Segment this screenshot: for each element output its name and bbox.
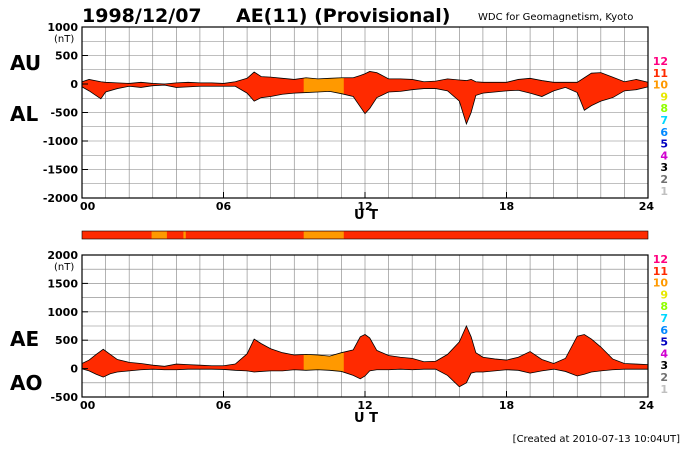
al-label: AL [10,102,38,126]
series-fill-orange [303,352,344,373]
x-tick-label: 12 [357,399,372,412]
station-count-label: 8 [660,300,668,313]
y-tick-label: -1000 [43,135,79,148]
y-tick-label: 0 [70,363,78,376]
station-count-label: 11 [653,67,668,80]
y-tick-label: 500 [55,334,78,347]
station-count-label: 11 [653,265,668,278]
series-line-al [81,84,649,126]
x-tick-label: 00 [80,200,96,213]
series-line-au [81,71,649,85]
station-count-label: 5 [660,138,668,151]
source-label: WDC for Geomagnetism, Kyoto [478,12,633,23]
series-line-ao [81,368,648,388]
au-label: AU [10,51,41,75]
y-tick-label: -500 [50,107,78,120]
au-al-yunit: (nT) [54,34,74,45]
y-tick-label: 2000 [47,249,78,262]
series-fill-au-al [82,71,648,124]
au-al-xlabel: U T [354,208,378,223]
station-count-label: 12 [653,253,668,266]
y-tick-label: 1000 [47,21,78,34]
station-count-label: 5 [660,336,668,349]
x-tick-label: 18 [499,200,514,213]
station-count-label: 2 [660,173,668,186]
station-count-label: 6 [660,126,668,139]
series-fill-orange [303,77,344,95]
ae-ao-grid [82,255,648,397]
ae-label: AE [10,327,39,351]
y-tick-label: 0 [70,78,78,91]
station-count-label: 7 [660,312,668,325]
y-tick-label: 1000 [47,306,78,319]
station-count-label: 7 [660,114,668,127]
station-count-label: 2 [660,371,668,384]
status-bar-segment [183,231,186,239]
y-tick-label: 1500 [47,277,78,290]
series-line-ae [81,325,649,367]
au-al-plot [81,71,649,126]
station-count-label: 8 [660,102,668,115]
x-tick-label: 00 [80,399,96,412]
x-tick-label: 06 [216,200,232,213]
date-label: 1998/12/07 [82,5,202,27]
station-count-label: 4 [660,149,668,162]
chart-title: AE(11) (Provisional) [236,5,450,27]
status-bar-main [81,230,649,240]
x-tick-label: 24 [639,200,655,213]
station-count-label: 12 [653,55,668,68]
station-count-label: 9 [660,90,668,103]
x-tick-label: 06 [216,399,232,412]
station-count-label: 3 [660,359,668,372]
station-count-label: 6 [660,324,668,337]
ae-ao-xlabel: U T [354,411,378,426]
ae-ao-yunit: (nT) [54,262,74,273]
station-count-label: 4 [660,347,668,360]
station-status-bar [81,230,649,240]
station-count-label: 10 [653,277,669,290]
station-count-label: 1 [660,185,668,198]
created-label: [Created at 2010-07-13 10:04UT] [513,434,680,445]
ao-label: AO [10,371,42,395]
x-tick-label: 24 [639,399,655,412]
y-tick-label: -1500 [43,164,79,177]
y-tick-label: -500 [50,391,78,404]
station-count-label: 9 [660,288,668,301]
station-count-label: 3 [660,161,668,174]
series-fill-ae-ao [82,326,648,387]
status-bar-segment [151,231,167,239]
x-tick-label: 12 [357,200,372,213]
station-count-label: 10 [653,79,669,92]
y-tick-label: -2000 [43,192,79,205]
station-count-label: 1 [660,383,668,396]
x-tick-label: 18 [499,399,514,412]
status-bar-segment [303,231,344,239]
ae-ao-plot [81,325,649,388]
y-tick-label: 500 [55,50,78,63]
